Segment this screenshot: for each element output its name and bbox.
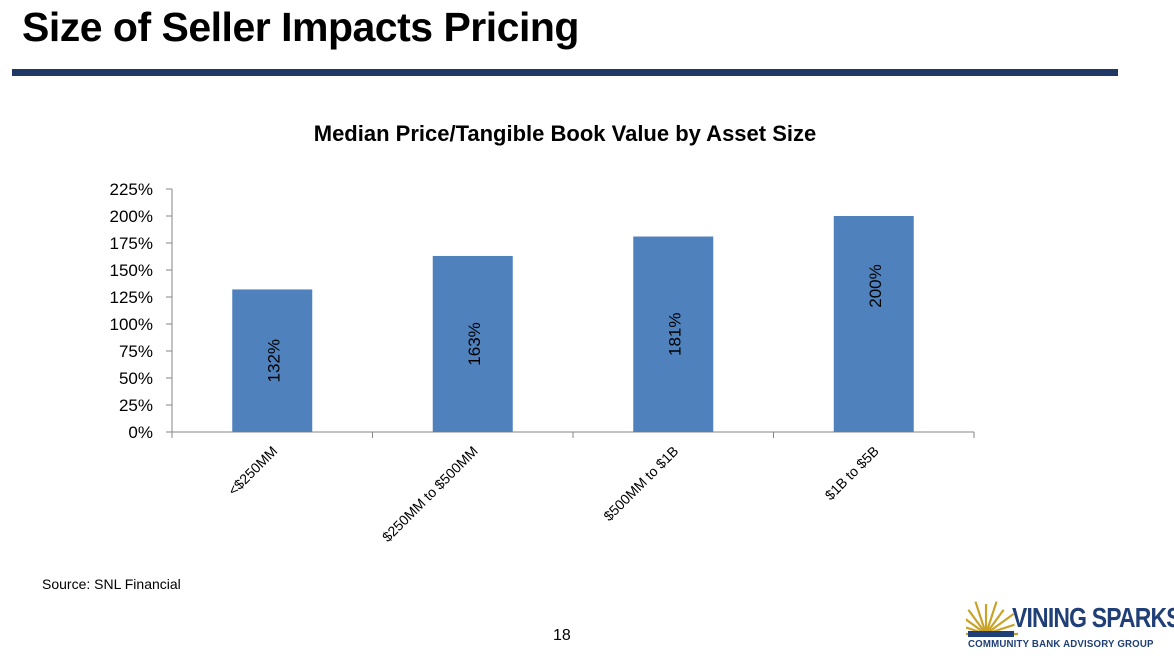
data-label: 163% xyxy=(465,322,484,365)
sunburst-ray xyxy=(967,609,987,635)
logo-base-bar xyxy=(968,631,1014,637)
y-tick-label: 50% xyxy=(119,369,153,388)
y-tick-label: 225% xyxy=(110,180,153,199)
bar xyxy=(633,236,714,432)
sunburst-ray xyxy=(974,601,988,635)
logo-tagline: COMMUNITY BANK ADVISORY GROUP xyxy=(968,638,1154,650)
sunburst-ray xyxy=(966,618,987,635)
y-tick-label: 150% xyxy=(110,261,153,280)
sunburst-ray xyxy=(985,609,1005,635)
title-rule xyxy=(12,69,1118,76)
y-tick-label: 100% xyxy=(110,315,153,334)
y-tick-label: 175% xyxy=(110,234,153,253)
sunburst-ray xyxy=(985,613,1015,635)
bar xyxy=(432,255,513,432)
y-tick-label: 75% xyxy=(119,342,153,361)
y-tick-label: 25% xyxy=(119,396,153,415)
category-label: $250MM to $500MM xyxy=(379,443,481,545)
bar xyxy=(833,216,914,432)
bar xyxy=(232,289,313,432)
data-label: 132% xyxy=(264,339,283,382)
company-logo: VINING SPARKS COMMUNITY BANK ADVISORY GR… xyxy=(962,596,1174,652)
y-tick-label: 200% xyxy=(110,207,153,226)
logo-wordmark: VINING SPARKS xyxy=(1012,602,1174,633)
source-note: Source: SNL Financial xyxy=(42,576,181,592)
slide-title: Size of Seller Impacts Pricing xyxy=(22,4,579,50)
chart-title: Median Price/Tangible Book Value by Asse… xyxy=(314,121,817,146)
category-label: $1B to $5B xyxy=(822,443,882,503)
sunburst-ray xyxy=(984,601,998,635)
sunburst-logo-icon xyxy=(966,601,1018,637)
data-label: 181% xyxy=(665,313,684,356)
y-tick-label: 125% xyxy=(110,288,153,307)
y-tick-label: 0% xyxy=(128,423,153,442)
category-label: $500MM to $1B xyxy=(600,443,681,524)
page-number: 18 xyxy=(553,627,571,644)
category-label: <$250MM xyxy=(225,443,281,499)
data-label: 200% xyxy=(866,264,885,307)
